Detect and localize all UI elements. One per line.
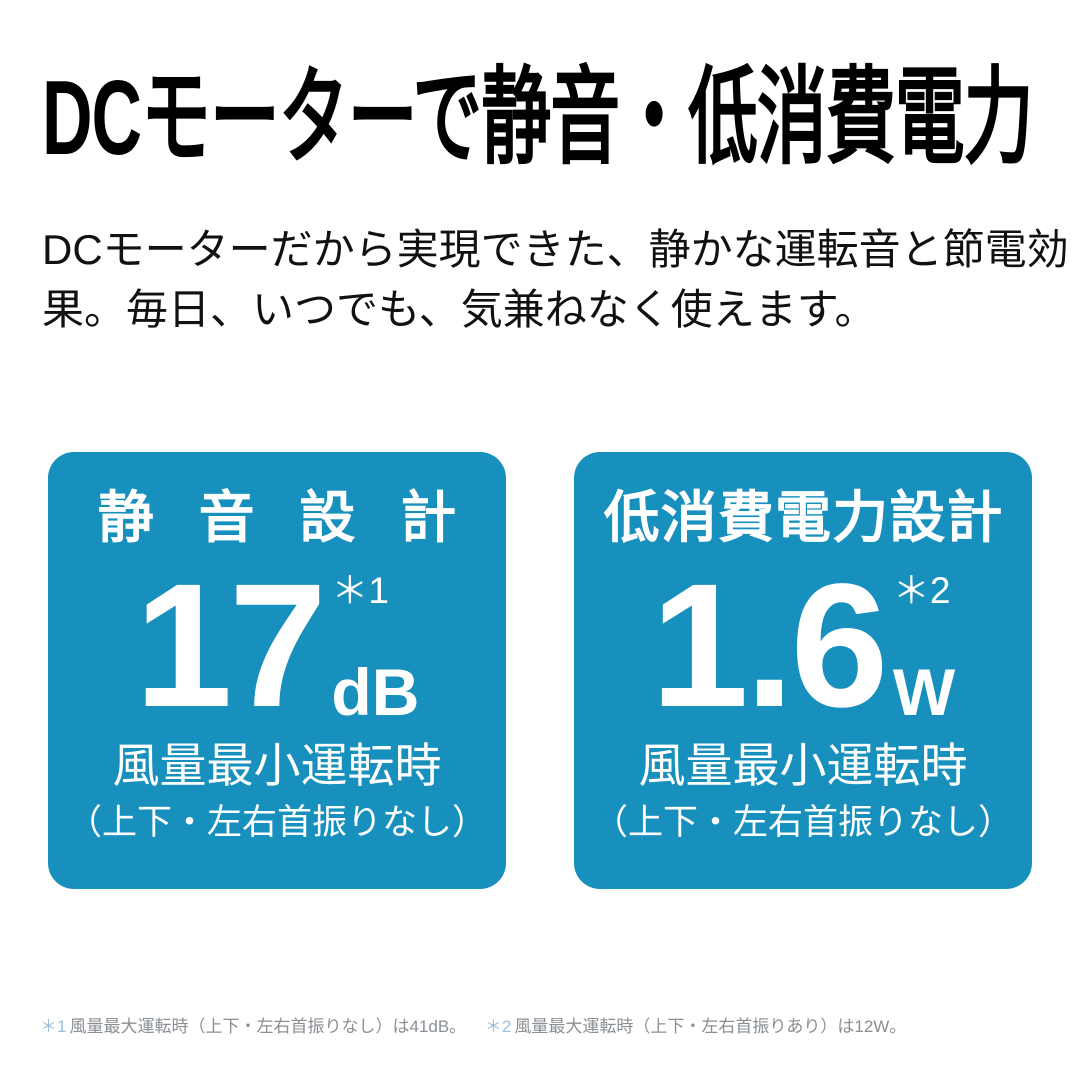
card-silent-design: 静音設計 17 ＊1 dB 風量最小運転時 （上下・左右首振りなし） — [48, 452, 506, 889]
spec-number: 1.6 — [650, 547, 889, 744]
footnotes: ＊1 風量最大運転時（上下・左右首振りなし）は41dB。 ＊2 風量最大運転時（上下… — [40, 1015, 906, 1039]
footnote-2-mark: ＊2 — [484, 1017, 512, 1036]
footnote-ref-mark: ＊2 — [892, 570, 951, 611]
card-power-title: 低消費電力設計 — [603, 486, 1004, 549]
condition-line-2: （上下・左右首振りなし） — [66, 803, 487, 842]
card-silent-spec: 17 ＊1 dB — [134, 547, 420, 744]
page-title: DCモーターで静音・低消費電力 — [42, 59, 1034, 177]
condition-line-1: 風量最小運転時 — [112, 739, 442, 792]
footnote-2-text: 風量最大運転時（上下・左右首振りあり）は12W。 — [514, 1017, 907, 1036]
spec-unit: dB — [331, 654, 420, 729]
condition-line-2: （上下・左右首振りなし） — [592, 803, 1013, 842]
footnote-ref-mark: ＊1 — [331, 570, 389, 611]
card-silent-title: 静音設計 — [97, 486, 501, 549]
footnote-1-mark: ＊1 — [40, 1017, 67, 1036]
description-text: DCモーターだから実現できた、静かな運転音と節電効 果。毎日、いつでも、気兼ねな… — [42, 220, 1069, 340]
feature-cards: 静音設計 17 ＊1 dB 風量最小運転時 （上下・左右首振りなし） 低消費電力… — [48, 452, 1032, 889]
spec-unit: W — [892, 654, 956, 729]
card-low-power-design: 低消費電力設計 1.6 ＊2 W 風量最小運転時 （上下・左右首振りなし） — [574, 452, 1032, 889]
condition-line-1: 風量最小運転時 — [638, 739, 968, 792]
description-line-2: 果。毎日、いつでも、気兼ねなく使えます。 — [42, 286, 877, 334]
description-line-1: DCモーターだから実現できた、静かな運転音と節電効 — [42, 226, 1069, 273]
spec-side: ＊1 dB — [331, 570, 420, 729]
spec-number: 17 — [134, 547, 327, 744]
spec-side: ＊2 W — [892, 570, 956, 729]
footnote-1-text: 風量最大運転時（上下・左右首振りなし）は41dB。 — [69, 1017, 467, 1036]
card-power-spec: 1.6 ＊2 W — [650, 547, 956, 744]
